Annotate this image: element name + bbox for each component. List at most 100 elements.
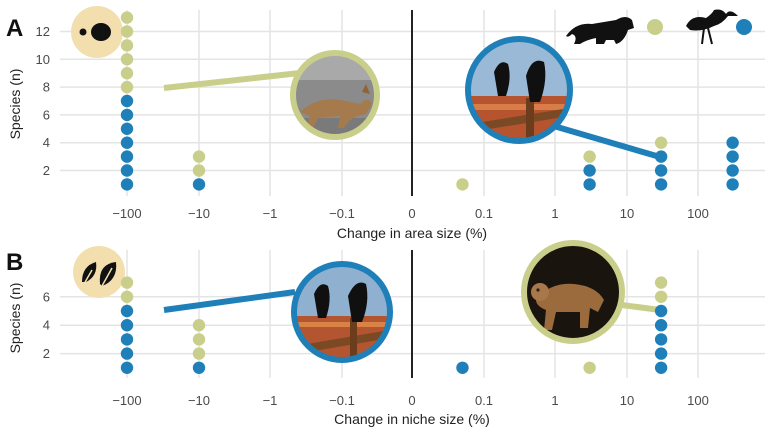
data-point-mammal (583, 361, 596, 374)
connector-ravens-b (163, 289, 296, 313)
data-point-mammal (654, 290, 668, 303)
curlew-silhouette-icon (686, 9, 738, 45)
x-tick-label: −1 (263, 393, 278, 408)
data-point-mammal (583, 150, 596, 163)
x-tick-label: 0.1 (475, 206, 493, 221)
x-tick-label: 0 (408, 393, 415, 408)
y-ticks-a: 2 4 6 8 10 12 (36, 24, 50, 178)
data-point-bird (120, 164, 134, 177)
y-tick-label: 4 (43, 135, 50, 150)
y-ticks-b: 2 4 6 (43, 289, 50, 361)
x-axis-label-b: Change in niche size (%) (334, 411, 490, 427)
photo-ravens-b (291, 261, 393, 363)
panel-a: −100 −10 −1 −0.1 0 0.1 1 10 100 2 4 6 8 10 12 Change … (6, 6, 765, 241)
data-point-mammal (456, 178, 469, 191)
data-point-mammal (120, 53, 134, 66)
x-tick-label: −10 (188, 393, 210, 408)
data-point-bird (583, 178, 596, 191)
x-tick-label: −1 (263, 206, 278, 221)
data-point-mammal (192, 333, 206, 346)
data-point-bird (120, 150, 134, 163)
data-point-bird (726, 150, 739, 163)
connector-coyote (163, 70, 301, 91)
x-tick-label: 100 (687, 393, 709, 408)
x-tick-label: 1 (551, 393, 558, 408)
photo-coyote (290, 50, 380, 140)
x-tick-label: 10 (620, 206, 634, 221)
x-tick-label: 1 (551, 206, 558, 221)
panel-b: −100 −10 −1 −0.1 0 0.1 1 10 100 2 4 6 Change in ni… (6, 240, 765, 427)
photo-mountain-lion (521, 240, 625, 344)
data-point-bird (654, 361, 668, 374)
x-ticks-a: −100 −10 −1 −0.1 0 0.1 1 10 100 (112, 206, 709, 221)
data-point-mammal (192, 164, 206, 177)
data-point-bird (654, 178, 668, 191)
points-a (120, 11, 739, 191)
data-point-mammal (654, 276, 668, 289)
x-tick-label: 0 (408, 206, 415, 221)
x-tick-label: −0.1 (329, 206, 355, 221)
x-tick-label: −100 (112, 206, 141, 221)
legend-mammal-dot (647, 19, 663, 35)
y-tick-label: 4 (43, 318, 50, 333)
data-point-mammal (192, 319, 206, 332)
data-point-bird (120, 361, 134, 374)
panel-label-b: B (6, 249, 23, 276)
data-point-bird (654, 304, 668, 318)
data-point-bird (654, 164, 668, 177)
panel-label-a: A (6, 15, 23, 42)
data-point-bird (120, 347, 134, 360)
data-point-bird (654, 319, 668, 332)
data-point-bird (654, 150, 668, 163)
data-point-bird (120, 108, 134, 122)
data-point-bird (120, 304, 134, 318)
badge-b (73, 246, 125, 298)
data-point-bird (726, 136, 739, 149)
data-point-bird (120, 136, 134, 149)
y-axis-label-b: Species (n) (7, 283, 23, 354)
connector-ravens-a (539, 119, 661, 160)
leaves-icon (73, 246, 125, 298)
y-tick-label: 2 (43, 346, 50, 361)
data-point-bird (192, 361, 206, 374)
data-point-mammal (120, 290, 134, 303)
x-tick-label: −0.1 (329, 393, 355, 408)
data-point-bird (120, 122, 134, 135)
data-point-bird (120, 178, 134, 191)
data-point-mammal (654, 136, 668, 149)
photo-ravens-a (465, 36, 573, 144)
y-axis-label-a: Species (n) (7, 69, 23, 140)
connector-lion (621, 302, 661, 313)
data-point-bird (120, 319, 134, 332)
size-circles-icon (71, 6, 123, 58)
data-point-bird (192, 178, 206, 191)
legend-bird-dot (736, 19, 752, 35)
data-point-mammal (120, 67, 134, 80)
data-point-mammal (120, 25, 134, 38)
x-ticks-b: −100 −10 −1 −0.1 0 0.1 1 10 100 (112, 393, 709, 408)
data-point-mammal (120, 11, 134, 24)
y-tick-label: 12 (36, 24, 50, 39)
y-tick-label: 2 (43, 163, 50, 178)
data-point-mammal (120, 80, 134, 94)
data-point-bird (654, 333, 668, 346)
data-point-bird (726, 164, 739, 177)
data-point-bird (583, 164, 596, 177)
y-tick-label: 6 (43, 107, 50, 122)
x-tick-label: 0.1 (475, 393, 493, 408)
data-point-mammal (192, 347, 206, 360)
puma-silhouette-icon (566, 17, 634, 44)
data-point-mammal (120, 276, 134, 289)
data-point-bird (120, 333, 134, 346)
y-tick-label: 8 (43, 80, 50, 95)
data-point-bird (654, 347, 668, 360)
x-tick-label: 10 (620, 393, 634, 408)
x-tick-label: −100 (112, 393, 141, 408)
legend (566, 9, 752, 45)
y-tick-label: 10 (36, 52, 50, 67)
x-tick-label: −10 (188, 206, 210, 221)
x-axis-label-a: Change in area size (%) (337, 225, 487, 241)
data-point-bird (120, 94, 134, 108)
x-tick-label: 100 (687, 206, 709, 221)
